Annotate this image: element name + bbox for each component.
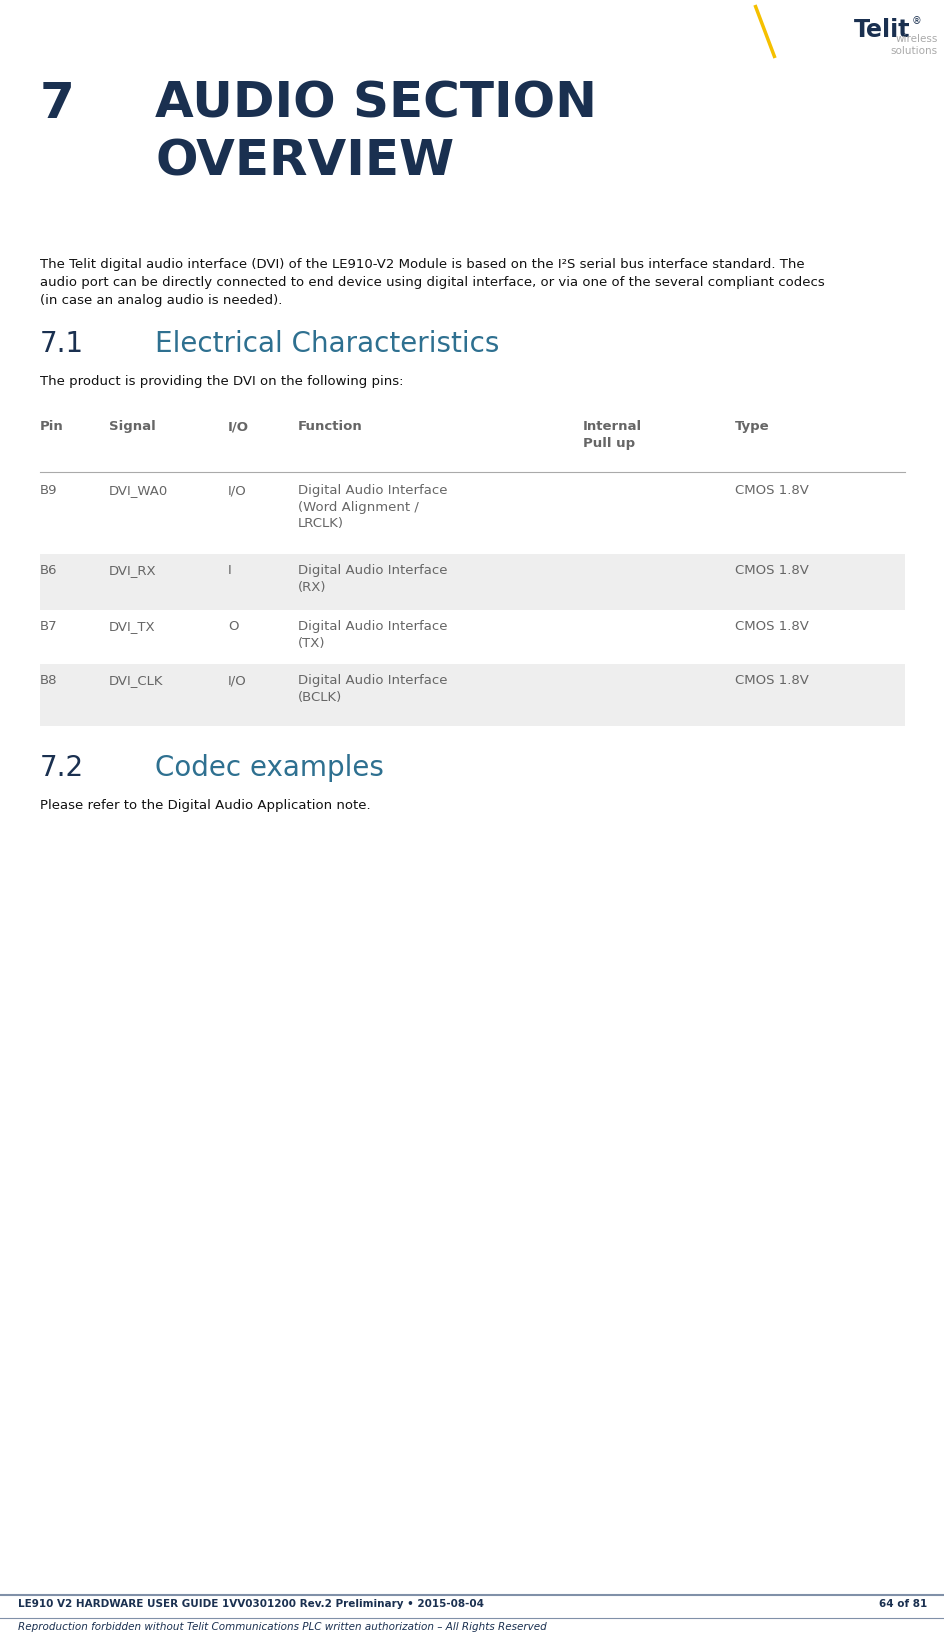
Text: CMOS 1.8V: CMOS 1.8V [734,565,808,578]
Text: CMOS 1.8V: CMOS 1.8V [734,674,808,688]
Text: 7.2: 7.2 [40,753,84,783]
Text: CMOS 1.8V: CMOS 1.8V [734,484,808,497]
Text: 7: 7 [40,80,75,128]
Text: Type: Type [734,420,768,433]
Text: B6: B6 [40,565,58,578]
Text: 7.1: 7.1 [40,330,84,358]
Text: 64 of 81: 64 of 81 [878,1598,926,1608]
Text: The product is providing the DVI on the following pins:: The product is providing the DVI on the … [40,376,403,387]
Text: Telit: Telit [852,18,909,43]
Text: ®: ® [911,16,920,26]
Text: Digital Audio Interface
(RX): Digital Audio Interface (RX) [297,565,447,594]
Text: CMOS 1.8V: CMOS 1.8V [734,620,808,633]
Bar [40,474,904,555]
Text: I/O: I/O [228,674,246,688]
Text: Digital Audio Interface
(TX): Digital Audio Interface (TX) [297,620,447,650]
Text: The Telit digital audio interface (DVI) of the LE910-V2 Module is based on the I: The Telit digital audio interface (DVI) … [40,258,803,271]
Text: wireless
solutions: wireless solutions [890,34,937,56]
Text: Reproduction forbidden without Telit Communications PLC written authorization – : Reproduction forbidden without Telit Com… [18,1621,547,1633]
Text: Please refer to the Digital Audio Application note.: Please refer to the Digital Audio Applic… [40,799,370,812]
Text: DVI_WA0: DVI_WA0 [109,484,168,497]
Text: B8: B8 [40,674,58,688]
Text: Digital Audio Interface
(BCLK): Digital Audio Interface (BCLK) [297,674,447,704]
Text: OVERVIEW: OVERVIEW [155,138,454,185]
Bar [40,610,904,665]
Text: O: O [228,620,238,633]
Text: audio port can be directly connected to end device using digital interface, or v: audio port can be directly connected to … [40,276,824,289]
Text: Internal
Pull up: Internal Pull up [582,420,641,450]
Text: AUDIO SECTION: AUDIO SECTION [155,80,597,128]
Text: B7: B7 [40,620,58,633]
Text: Codec examples: Codec examples [155,753,383,783]
Bar [40,665,904,725]
Text: DVI_TX: DVI_TX [109,620,156,633]
Bar [40,555,904,610]
Text: Function: Function [297,420,362,433]
Text: LE910 V2 HARDWARE USER GUIDE 1VV0301200 Rev.2 Preliminary • 2015-08-04: LE910 V2 HARDWARE USER GUIDE 1VV0301200 … [18,1598,483,1608]
Text: (in case an analog audio is needed).: (in case an analog audio is needed). [40,294,282,307]
Text: DVI_RX: DVI_RX [109,565,157,578]
Text: Digital Audio Interface
(Word Alignment /
LRCLK): Digital Audio Interface (Word Alignment … [297,484,447,530]
Text: DVI_CLK: DVI_CLK [109,674,163,688]
Text: Signal: Signal [109,420,156,433]
Text: Electrical Characteristics: Electrical Characteristics [155,330,498,358]
Text: I: I [228,565,231,578]
Text: Pin: Pin [40,420,63,433]
Text: B9: B9 [40,484,58,497]
Text: I/O: I/O [228,420,248,433]
Text: I/O: I/O [228,484,246,497]
